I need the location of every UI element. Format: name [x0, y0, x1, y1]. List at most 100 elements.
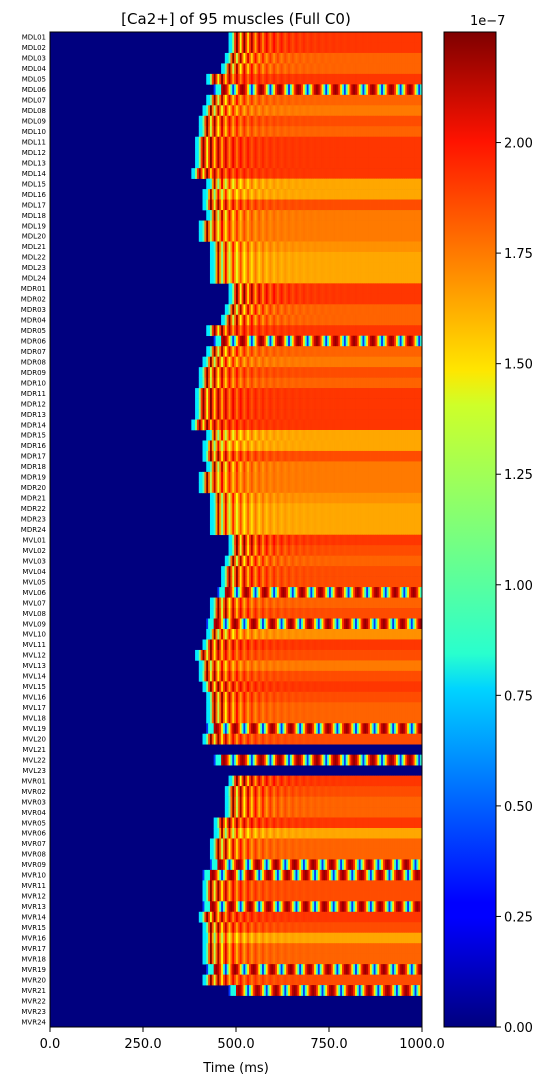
- heatmap-cell: [377, 251, 380, 263]
- heatmap-cell: [358, 293, 362, 305]
- heatmap-cell: [243, 220, 246, 232]
- heatmap-cell: [249, 272, 252, 284]
- heatmap-cell: [302, 84, 306, 96]
- heatmap-cell: [329, 272, 332, 284]
- heatmap-cell: [280, 168, 283, 179]
- heatmap-cell: [399, 220, 402, 232]
- heatmap-cell: [330, 105, 334, 117]
- heatmap-cell: [215, 157, 218, 169]
- heatmap-cell: [200, 136, 203, 148]
- heatmap-cell: [224, 210, 228, 221]
- heatmap-cell: [343, 231, 347, 242]
- heatmap-cell: [355, 63, 358, 75]
- heatmap-cell: [399, 231, 402, 242]
- heatmap-cell: [360, 157, 363, 169]
- heatmap-cell: [382, 251, 386, 263]
- heatmap-cell: [338, 220, 341, 232]
- heatmap-cell: [237, 241, 241, 253]
- heatmap-cell: [403, 52, 406, 64]
- heatmap-cell: [394, 52, 397, 64]
- heatmap-cell: [399, 73, 402, 85]
- heatmap-cell: [332, 199, 335, 211]
- heatmap-cell: [349, 63, 352, 75]
- heatmap-cell: [226, 189, 229, 200]
- heatmap-cell: [382, 73, 386, 85]
- heatmap-cell: [256, 73, 259, 85]
- heatmap-cell: [269, 262, 272, 274]
- heatmap-cell: [247, 157, 250, 169]
- heatmap-cell: [252, 94, 255, 106]
- heatmap-cell: [278, 42, 282, 54]
- heatmap-cell: [410, 52, 414, 64]
- heatmap-cell: [338, 63, 341, 75]
- heatmap-cell: [349, 262, 352, 274]
- heatmap-cell: [304, 73, 308, 85]
- heatmap-cell: [289, 220, 293, 232]
- heatmap-cell: [403, 84, 406, 96]
- heatmap-cell: [315, 115, 319, 127]
- heatmap-cell: [364, 293, 367, 305]
- heatmap-cell: [273, 178, 276, 190]
- heatmap-cell: [306, 73, 309, 85]
- heatmap-cell: [221, 126, 224, 138]
- heatmap-cell: [397, 314, 401, 326]
- heatmap-cell: [256, 115, 259, 127]
- heatmap-cell: [405, 63, 408, 75]
- heatmap-cell: [371, 272, 375, 284]
- heatmap-cell: [232, 272, 235, 284]
- heatmap-cell: [403, 189, 406, 200]
- heatmap-cell: [336, 157, 339, 169]
- heatmap-cell: [241, 304, 244, 316]
- heatmap-cell: [364, 157, 367, 169]
- heatmap-cell: [299, 63, 302, 75]
- heatmap-cell: [239, 84, 242, 96]
- heatmap-cell: [234, 84, 237, 96]
- heatmap-cell: [226, 126, 229, 138]
- heatmap-cell: [314, 84, 317, 96]
- heatmap-cell: [420, 251, 423, 263]
- heatmap-cell: [219, 105, 222, 117]
- heatmap-cell: [397, 231, 401, 242]
- heatmap-cell: [288, 94, 291, 106]
- heatmap-cell: [282, 220, 285, 232]
- heatmap-cell: [293, 293, 296, 305]
- heatmap-cell: [366, 272, 369, 284]
- heatmap-cell: [237, 220, 241, 232]
- heatmap-cell: [310, 178, 313, 190]
- heatmap-cell: [388, 272, 391, 284]
- heatmap-cell: [312, 304, 315, 316]
- heatmap-cell: [211, 262, 215, 274]
- heatmap-cell: [288, 32, 291, 43]
- heatmap-cell: [202, 115, 205, 127]
- heatmap-cell: [349, 178, 352, 190]
- heatmap-cell: [312, 283, 315, 295]
- heatmap-cell: [286, 231, 289, 242]
- heatmap-cell: [254, 189, 257, 200]
- heatmap-cell: [243, 105, 246, 117]
- heatmap-cell: [289, 147, 293, 158]
- heatmap-cell: [271, 251, 274, 263]
- heatmap-cell: [237, 84, 241, 96]
- heatmap-cell: [330, 251, 334, 263]
- heatmap-cell: [317, 73, 321, 85]
- heatmap-cell: [295, 251, 298, 263]
- heatmap-cell: [269, 293, 272, 305]
- heatmap-cell: [289, 241, 293, 253]
- heatmap-cell: [276, 251, 280, 263]
- heatmap-cell: [397, 272, 401, 284]
- heatmap-cell: [410, 147, 414, 158]
- heatmap-cell: [304, 157, 308, 169]
- heatmap-cell: [232, 178, 235, 190]
- heatmap-cell: [382, 147, 386, 158]
- heatmap-cell: [362, 293, 365, 305]
- heatmap-cell: [262, 241, 265, 253]
- heatmap-cell: [276, 126, 280, 138]
- heatmap-cell: [416, 283, 419, 295]
- heatmap-cell: [291, 189, 295, 200]
- heatmap-cell: [395, 199, 399, 211]
- heatmap-cell: [340, 84, 343, 96]
- heatmap-cell: [230, 251, 233, 263]
- heatmap-cell: [308, 105, 311, 117]
- heatmap-cell: [416, 52, 419, 64]
- heatmap-cell: [384, 251, 388, 263]
